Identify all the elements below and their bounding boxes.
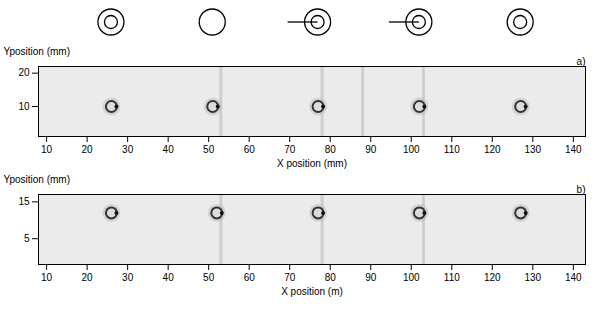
svg-text:110: 110 xyxy=(444,144,460,155)
svg-text:b): b) xyxy=(577,184,586,195)
svg-text:80: 80 xyxy=(325,272,337,283)
svg-text:100: 100 xyxy=(403,144,420,155)
svg-text:5: 5 xyxy=(24,233,30,244)
svg-text:120: 120 xyxy=(484,144,501,155)
svg-text:20: 20 xyxy=(82,272,94,283)
svg-text:90: 90 xyxy=(365,272,377,283)
svg-text:40: 40 xyxy=(163,144,175,155)
svg-text:70: 70 xyxy=(284,272,296,283)
svg-text:120: 120 xyxy=(484,272,501,283)
svg-text:10: 10 xyxy=(41,144,53,155)
svg-text:X position (mm): X position (mm) xyxy=(277,158,347,169)
svg-text:20: 20 xyxy=(82,144,94,155)
svg-text:140: 140 xyxy=(565,144,582,155)
svg-text:60: 60 xyxy=(244,144,256,155)
svg-text:50: 50 xyxy=(203,272,215,283)
svg-text:100: 100 xyxy=(403,272,420,283)
svg-text:80: 80 xyxy=(325,144,337,155)
svg-text:a): a) xyxy=(577,56,586,67)
svg-text:Yposition (mm): Yposition (mm) xyxy=(4,174,71,185)
svg-text:90: 90 xyxy=(365,144,377,155)
svg-text:30: 30 xyxy=(122,272,134,283)
svg-text:Yposition (mm): Yposition (mm) xyxy=(4,46,71,57)
svg-text:X position (m): X position (m) xyxy=(281,286,343,297)
svg-text:130: 130 xyxy=(524,144,541,155)
svg-text:10: 10 xyxy=(41,272,53,283)
svg-text:110: 110 xyxy=(444,272,460,283)
svg-text:60: 60 xyxy=(244,272,256,283)
svg-text:40: 40 xyxy=(163,272,175,283)
svg-text:50: 50 xyxy=(203,144,215,155)
svg-text:20: 20 xyxy=(18,67,30,78)
svg-text:140: 140 xyxy=(565,272,582,283)
svg-text:30: 30 xyxy=(122,144,134,155)
svg-text:130: 130 xyxy=(524,272,541,283)
svg-text:70: 70 xyxy=(284,144,296,155)
svg-text:10: 10 xyxy=(18,101,30,112)
svg-text:15: 15 xyxy=(18,196,30,207)
